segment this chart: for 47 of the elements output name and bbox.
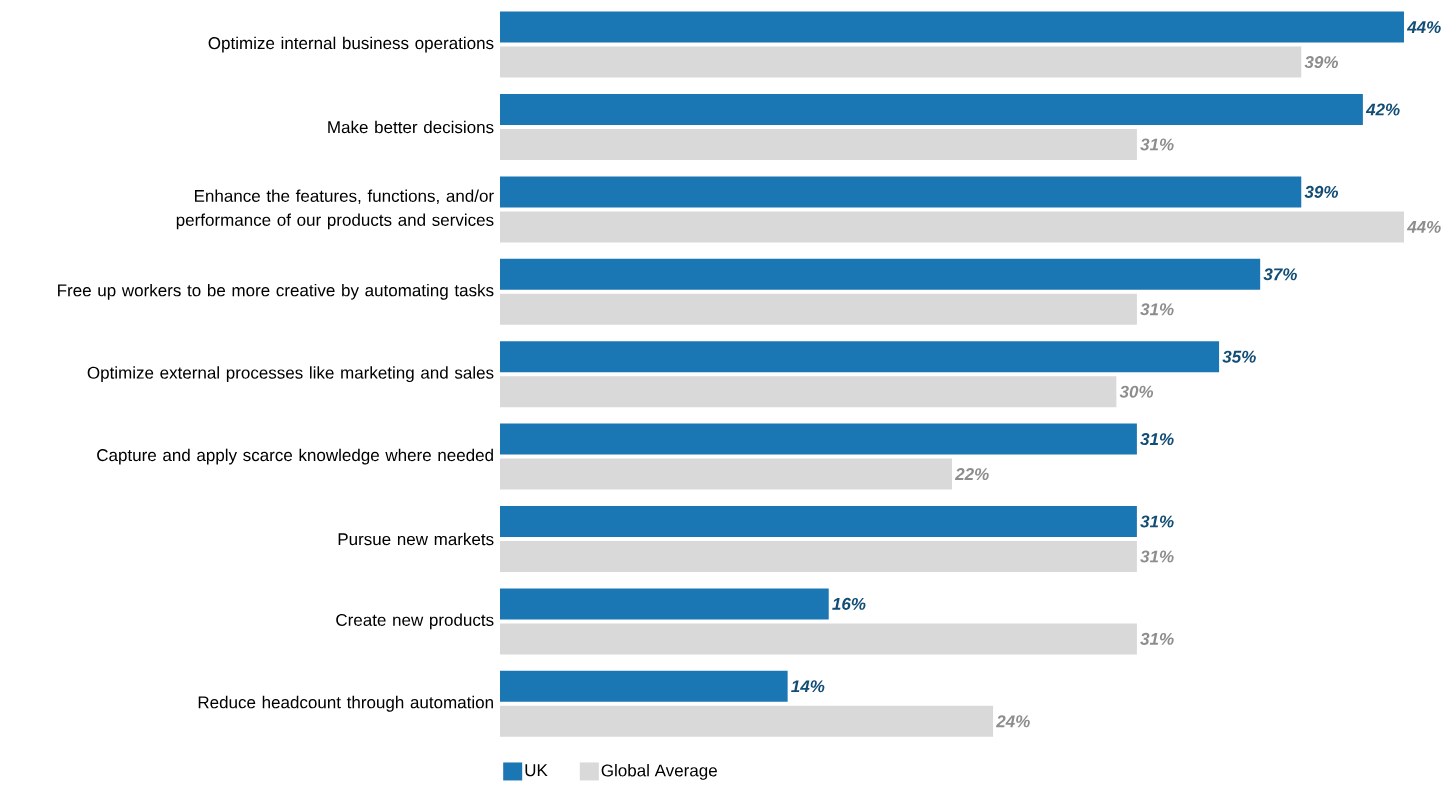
bar	[500, 505, 1137, 537]
data-label: 24%	[996, 715, 1030, 728]
bar	[500, 176, 1302, 208]
data-label: 42%	[1365, 103, 1400, 116]
legend-label: Global Average	[601, 764, 717, 780]
y-tick-label: Pursue new markets	[338, 532, 494, 546]
data-label: 39%	[1304, 56, 1339, 69]
bar	[500, 93, 1363, 125]
data-label: 44%	[1406, 220, 1441, 233]
bar	[500, 46, 1302, 78]
data-label: 31%	[1140, 550, 1174, 563]
bar	[500, 129, 1137, 160]
data-label: 31%	[1140, 632, 1174, 645]
y-tick-label: Optimize internal business operations	[208, 36, 494, 53]
bar	[500, 341, 1220, 373]
data-label: 44%	[1406, 21, 1441, 34]
data-label: 37%	[1263, 268, 1297, 281]
data-label: 16%	[832, 597, 866, 610]
bar	[500, 540, 1137, 572]
y-tick-label: Reduce headcount through automation	[198, 695, 493, 712]
data-label: 35%	[1222, 350, 1256, 363]
y-tick-label: Optimize external processes like marketing and sales	[87, 366, 494, 383]
data-label: 31%	[1140, 303, 1174, 316]
bar	[500, 376, 1117, 408]
y-tick-label: Free up workers to be more creative by automating tasks	[58, 283, 494, 300]
data-label: 31%	[1140, 433, 1174, 446]
data-label: 30%	[1119, 385, 1154, 398]
data-label: 22%	[954, 468, 989, 481]
bar	[500, 423, 1137, 455]
legend-label: UK	[525, 764, 548, 777]
y-tick-label: Create new products	[336, 613, 494, 630]
data-label: 31%	[1140, 138, 1174, 151]
data-label: 31%	[1140, 515, 1174, 528]
bar	[500, 670, 788, 702]
bar	[500, 458, 952, 490]
data-label: 39%	[1304, 185, 1339, 198]
data-label: 14%	[791, 680, 825, 693]
y-tick-label: Enhance the features, functions, and/or performance of our products and services	[176, 189, 494, 230]
bar	[500, 588, 829, 620]
bar	[500, 623, 1137, 655]
bar	[500, 211, 1404, 243]
bar	[500, 258, 1261, 290]
y-tick-label: Capture and apply scarce knowledge where needed	[97, 448, 493, 465]
bar	[500, 705, 994, 737]
bar	[500, 11, 1404, 43]
y-tick-label: Make better decisions	[328, 120, 494, 134]
bar	[500, 293, 1137, 325]
